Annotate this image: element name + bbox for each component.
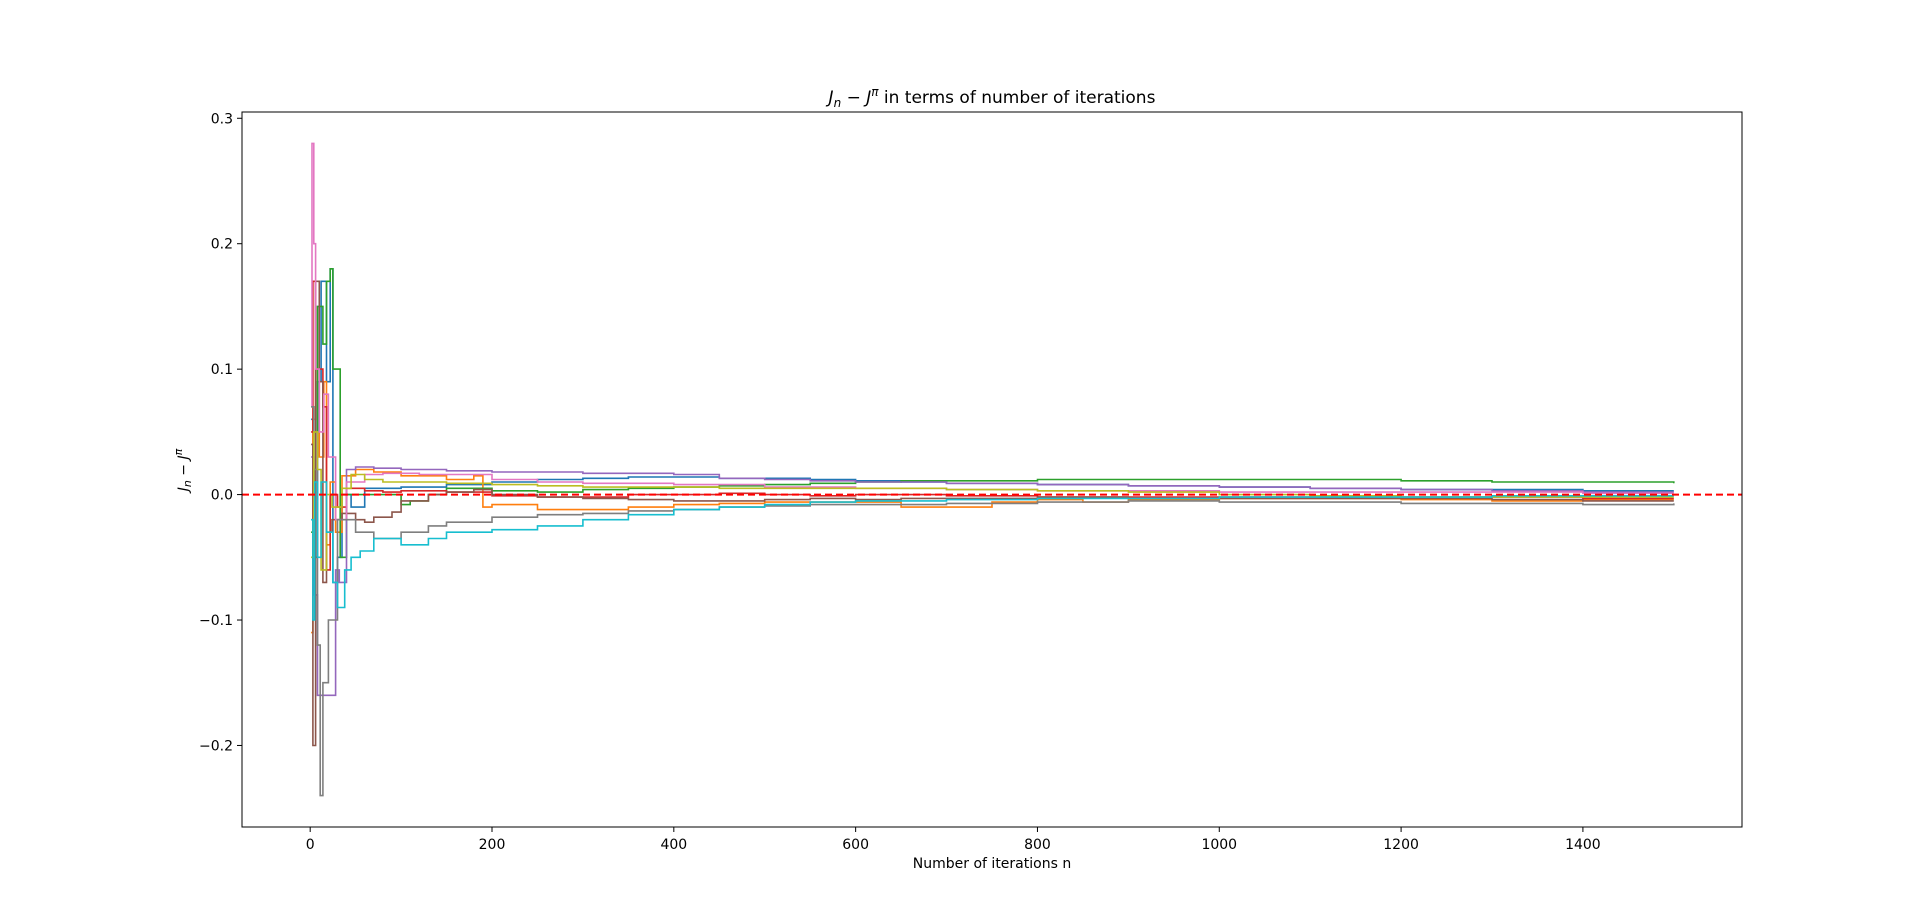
x-tick-label: 0	[306, 837, 315, 853]
y-tick-label: 0.3	[211, 111, 233, 127]
x-tick-label: 1400	[1565, 837, 1601, 853]
series-line-2	[311, 368, 1674, 634]
y-tick-label: 0.2	[211, 237, 233, 253]
y-tick-label: −0.2	[199, 738, 233, 754]
series-line-9	[311, 431, 1674, 571]
x-tick-label: 200	[479, 837, 506, 853]
x-tick-label: 1200	[1383, 837, 1419, 853]
series-line-3	[311, 268, 1675, 559]
y-tick-label: 0.1	[211, 362, 233, 378]
chart-title: Jn − Jπ in terms of number of iterations	[826, 85, 1156, 110]
x-tick-label: 400	[660, 837, 687, 853]
x-tick-label: 1000	[1201, 837, 1237, 853]
plot-frame	[241, 111, 1743, 828]
series-line-10	[311, 481, 1674, 621]
series-line-4	[311, 280, 1674, 571]
y-tick-label: −0.1	[199, 613, 233, 629]
series-line-8	[311, 406, 1675, 797]
x-tick-label: 600	[842, 837, 869, 853]
y-tick-label: 0.0	[211, 488, 233, 504]
x-axis-label: Number of iterations n	[913, 856, 1071, 872]
series-line-1	[311, 268, 1674, 584]
x-tick-label: 800	[1024, 837, 1051, 853]
y-axis-label: Jn − Jπ	[172, 448, 194, 494]
series-line-6	[311, 280, 1674, 747]
series-line-7	[311, 142, 1674, 521]
